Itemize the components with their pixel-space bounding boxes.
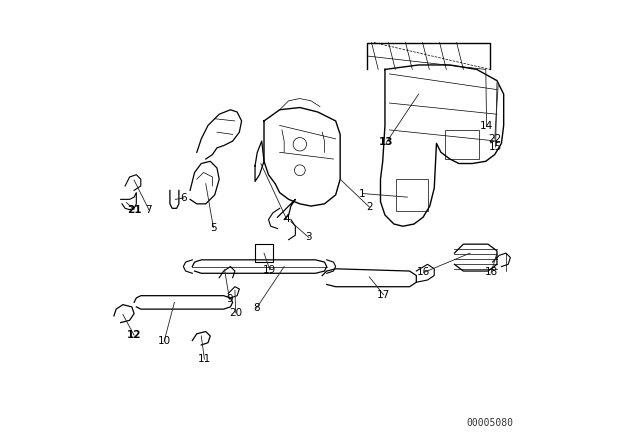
FancyBboxPatch shape (396, 179, 428, 211)
Text: 22: 22 (488, 134, 501, 144)
Text: 14: 14 (480, 121, 493, 131)
Text: 13: 13 (379, 138, 394, 147)
Text: 17: 17 (377, 290, 390, 300)
FancyBboxPatch shape (255, 244, 273, 262)
Text: 20: 20 (229, 308, 243, 318)
Text: 00005080: 00005080 (467, 418, 514, 428)
Text: 21: 21 (127, 205, 141, 215)
Text: 7: 7 (145, 205, 152, 215)
Text: 9: 9 (226, 294, 233, 304)
Text: 5: 5 (210, 223, 217, 233)
Text: 18: 18 (484, 267, 498, 277)
FancyBboxPatch shape (445, 130, 479, 159)
Text: 6: 6 (180, 193, 187, 203)
Text: 15: 15 (489, 142, 502, 152)
Text: 16: 16 (417, 267, 431, 277)
Text: 1: 1 (359, 189, 366, 198)
Text: 3: 3 (305, 233, 312, 242)
Text: 8: 8 (253, 303, 260, 313)
Text: 19: 19 (263, 265, 276, 275)
Text: 12: 12 (127, 330, 141, 340)
Text: 10: 10 (157, 336, 171, 346)
Text: 4: 4 (283, 214, 290, 224)
Text: 2: 2 (366, 202, 372, 212)
Text: 11: 11 (198, 354, 211, 364)
